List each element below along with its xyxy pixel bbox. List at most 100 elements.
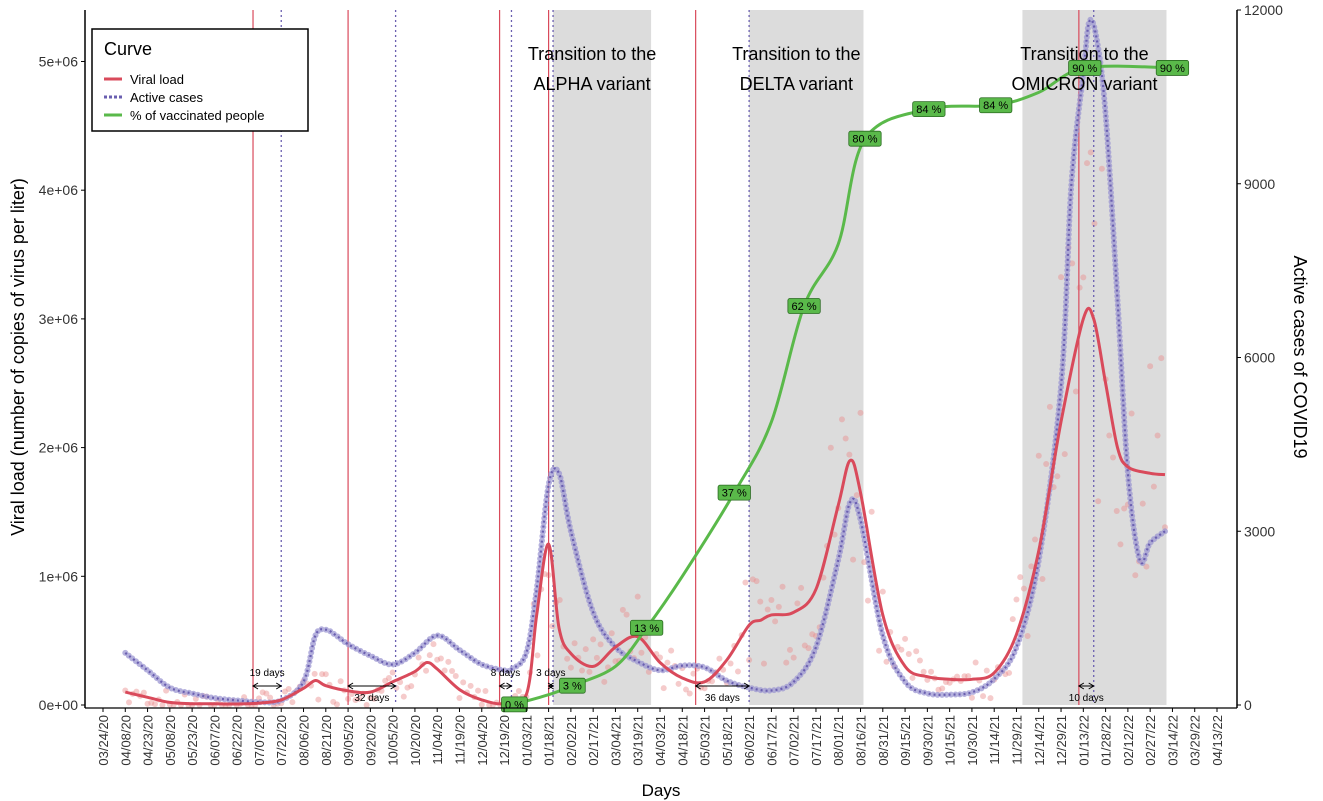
viral-load-point <box>478 701 485 708</box>
x-tick-label: 02/12/22 <box>1121 715 1136 766</box>
viral-load-point <box>263 690 270 697</box>
lag-arrowhead-right-0 <box>275 682 283 690</box>
lag-arrowhead-left-1 <box>347 682 354 690</box>
viral-load-point <box>1061 451 1068 458</box>
vaccination-label-5: 80 % <box>852 134 877 146</box>
x-tick-label: 04/03/21 <box>653 715 668 766</box>
viral-load-point <box>285 686 292 693</box>
viral-load-point <box>445 658 452 665</box>
y-left-axis-label: Viral load (number of copies of virus pe… <box>8 178 28 536</box>
legend: Curve Viral load Active cases % of vaccinat… <box>91 28 309 132</box>
y-left-tick-label: 5e+06 <box>39 53 79 69</box>
viral-load-point <box>1150 483 1157 490</box>
x-tick-label: 09/15/21 <box>898 715 913 766</box>
viral-load-point <box>415 654 422 661</box>
x-tick-label: 07/07/20 <box>252 715 267 766</box>
viral-load-point <box>905 651 912 658</box>
viral-load-point <box>831 531 838 538</box>
x-tick-label: 12/29/21 <box>1054 715 1069 766</box>
viral-load-point <box>1139 500 1146 507</box>
viral-load-point <box>980 693 987 700</box>
vaccination-label-6: 84 % <box>916 104 941 116</box>
viral-load-point <box>638 649 645 656</box>
viral-load-point <box>363 702 370 708</box>
viral-load-point <box>972 659 979 666</box>
viral-load-point <box>876 647 883 654</box>
viral-load-point <box>1098 165 1105 172</box>
y-left-tick-label: 4e+06 <box>39 182 79 198</box>
viral-load-point <box>590 636 597 643</box>
viral-load-point <box>319 671 326 678</box>
viral-load-point <box>775 603 782 610</box>
viral-load-point <box>1117 541 1124 548</box>
y-right-tick-label: 6000 <box>1244 350 1275 366</box>
viral-load-point <box>642 634 649 641</box>
viral-load-point <box>879 588 886 595</box>
vaccinated-line <box>513 64 1173 706</box>
viral-load-point <box>894 643 901 650</box>
viral-load-point <box>783 659 790 666</box>
x-tick-label: 08/31/21 <box>876 715 891 766</box>
vaccination-label-0: 0 % <box>505 699 524 711</box>
x-tick-label: 05/03/21 <box>698 715 713 766</box>
viral-load-point <box>864 597 871 604</box>
x-tick-label: 02/02/21 <box>564 715 579 766</box>
viral-load-point <box>935 686 942 693</box>
shaded-regions <box>553 10 1167 705</box>
viral-load-point <box>601 678 608 685</box>
viral-load-point <box>623 611 630 618</box>
x-tick-label: 06/02/21 <box>742 715 757 766</box>
viral-load-point <box>1076 284 1083 291</box>
viral-load-point <box>1028 563 1035 570</box>
viral-load-point <box>441 667 448 674</box>
viral-load-point <box>151 701 158 708</box>
x-tick-label: 04/13/22 <box>1210 715 1225 766</box>
viral-load-point <box>1058 274 1065 281</box>
x-tick-label: 03/24/20 <box>96 715 111 766</box>
vaccination-label-box-5 <box>848 130 882 147</box>
viral-load-point <box>382 677 389 684</box>
viral-load-point <box>664 659 671 666</box>
x-tick-label: 01/28/22 <box>1099 715 1114 766</box>
viral-load-point <box>289 699 296 706</box>
viral-load-point <box>144 700 151 707</box>
viral-load-point <box>660 685 667 692</box>
viral-load-point <box>786 646 793 653</box>
viral-load-point <box>1158 355 1165 362</box>
legend-label-1: Active cases <box>130 90 203 105</box>
viral-load-point <box>1110 454 1117 461</box>
x-tick-label: 03/19/21 <box>631 715 646 766</box>
viral-load-point <box>902 635 909 642</box>
y-right-tick-label: 12000 <box>1244 2 1283 18</box>
legend-title: Curve <box>104 39 152 59</box>
viral-load-point <box>593 654 600 661</box>
x-tick-label: 06/17/21 <box>764 715 779 766</box>
viral-load-point <box>267 694 274 701</box>
x-tick-label: 01/03/21 <box>519 715 534 766</box>
viral-load-point <box>965 673 972 680</box>
x-tick-label: 12/14/21 <box>1032 715 1047 766</box>
x-axis-label: Days <box>642 781 681 800</box>
viral-load-point <box>281 688 288 695</box>
variant-label-0-line-0: Transition to the <box>528 44 656 64</box>
viral-load-point <box>1132 572 1139 579</box>
viral-load-point <box>579 667 586 674</box>
variant-region-1 <box>749 10 864 705</box>
axes: 0e+00 1e+06 2e+06 3e+06 4e+06 5e+06 0 3000 6000 9… <box>8 2 1310 800</box>
series-lines <box>122 16 1173 706</box>
variant-label-1-line-1: DELTA variant <box>740 74 853 94</box>
viral-load-point <box>779 583 786 590</box>
viral-load-point <box>434 656 441 663</box>
lag-arrowhead-left-2 <box>498 682 505 690</box>
viral-load-point <box>556 596 563 603</box>
variant-region-0 <box>553 10 652 705</box>
viral-load-point <box>1154 432 1161 439</box>
viral-load-point <box>456 694 463 701</box>
viral-load-point <box>582 646 589 653</box>
viral-load-point <box>1084 160 1091 167</box>
viral-load-point <box>423 667 430 674</box>
viral-load-point <box>475 687 482 694</box>
viral-load-point <box>408 683 415 690</box>
viral-load-point <box>850 556 857 563</box>
viral-load-point <box>801 642 808 649</box>
